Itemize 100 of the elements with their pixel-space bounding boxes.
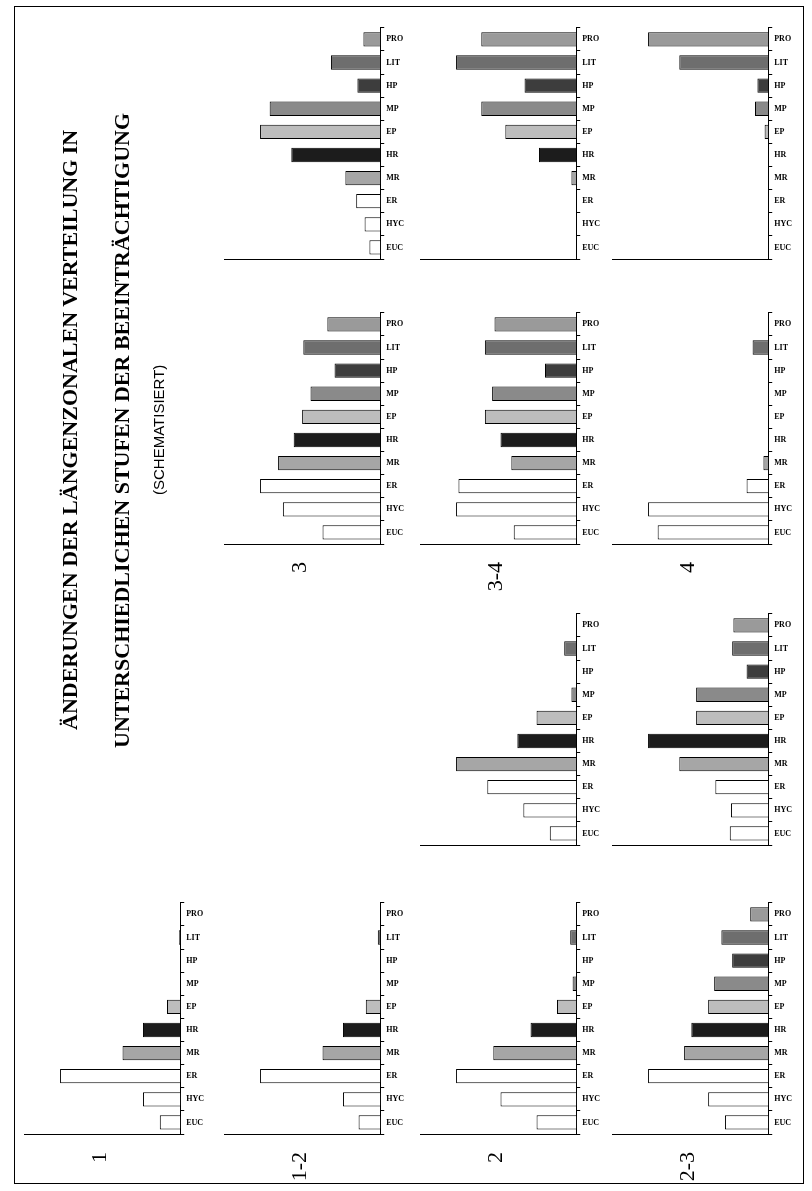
y-tick-label: HR: [186, 1025, 199, 1035]
y-tick-label: ER: [582, 196, 594, 206]
y-tick-label: EUC: [186, 1117, 204, 1127]
y-tick-label: EP: [582, 126, 593, 136]
y-tick-label: LIT: [386, 342, 401, 352]
y-tick-label: HYC: [582, 219, 601, 229]
y-tick-label: HYC: [582, 504, 601, 514]
y-tick-label: EP: [774, 1001, 785, 1011]
y-tick-label: ER: [582, 1071, 594, 1081]
y-tick-label: HP: [386, 365, 398, 375]
y-tick-label: LIT: [774, 932, 789, 942]
y-tick-label: EP: [774, 126, 785, 136]
y-tick-label: HR: [386, 435, 399, 445]
y-tick-label: EP: [386, 126, 397, 136]
y-tick-label: ER: [582, 481, 594, 491]
y-tick-label: MR: [386, 1048, 400, 1058]
y-tick-label: ER: [186, 1071, 198, 1081]
y-tick-label: MR: [582, 1048, 596, 1058]
chart-title: ÄNDERUNGEN DER LÄNGENZONALEN VERTEILUNG IN UNTERSCHIEDLICHEN STUFEN DER BEEINTRÄCHTIGUNG: [57, 112, 134, 748]
y-tick-label: LIT: [582, 57, 597, 67]
text: 2: [482, 1152, 508, 1163]
text: 1-2: [286, 1152, 312, 1182]
y-tick-label: LIT: [774, 643, 789, 653]
y-tick-label: HYC: [582, 805, 601, 815]
y-tick-label: HP: [774, 666, 786, 676]
y-tick-label: MP: [774, 388, 787, 398]
y-tick-label: EUC: [386, 1117, 404, 1127]
y-tick-label: MR: [582, 458, 596, 468]
y-tick-label: HYC: [774, 1094, 793, 1104]
y-tick-label: MP: [774, 103, 787, 113]
y-tick-label: ER: [386, 196, 398, 206]
y-tick-label: HR: [582, 435, 595, 445]
y-tick-label: MR: [774, 1048, 788, 1058]
y-tick-label: MP: [582, 689, 595, 699]
y-tick-label: PRO: [386, 34, 404, 44]
y-tick-label: EUC: [386, 527, 404, 537]
y-tick-label: MR: [186, 1048, 200, 1058]
y-tick-label: EP: [386, 1001, 397, 1011]
y-tick-label: MP: [582, 978, 595, 988]
y-tick-label: MP: [774, 689, 787, 699]
y-tick-label: HP: [582, 365, 594, 375]
text: 1: [86, 1152, 112, 1163]
y-tick-label: HP: [186, 955, 198, 965]
y-tick-label: HR: [774, 435, 787, 445]
y-tick-label: HR: [774, 150, 787, 160]
y-tick-label: MP: [386, 388, 399, 398]
y-tick-label: LIT: [186, 932, 201, 942]
y-tick-label: HR: [582, 150, 595, 160]
y-tick-label: HYC: [386, 219, 405, 229]
y-tick-label: PRO: [774, 34, 792, 44]
y-tick-label: EP: [582, 1001, 593, 1011]
y-tick-label: HR: [774, 736, 787, 746]
text: 3-4: [482, 562, 508, 592]
y-tick-label: EUC: [582, 242, 600, 252]
y-tick-label: MR: [582, 759, 596, 769]
y-tick-label: MR: [774, 458, 788, 468]
y-tick-label: HR: [774, 1025, 787, 1035]
y-tick-label: HP: [386, 80, 398, 90]
y-tick-label: LIT: [386, 57, 401, 67]
y-tick-label: HYC: [386, 1094, 405, 1104]
y-tick-label: HR: [386, 1025, 399, 1035]
y-tick-label: PRO: [774, 319, 792, 329]
y-tick-label: LIT: [774, 342, 789, 352]
y-tick-label: EP: [186, 1001, 197, 1011]
y-tick-label: MR: [386, 458, 400, 468]
y-tick-label: ER: [774, 481, 786, 491]
y-tick-label: MP: [386, 103, 399, 113]
y-tick-label: HR: [582, 1025, 595, 1035]
y-tick-label: PRO: [386, 909, 404, 919]
y-tick-label: ER: [774, 1071, 786, 1081]
y-tick-label: EUC: [386, 242, 404, 252]
y-tick-label: HP: [774, 365, 786, 375]
y-tick-label: LIT: [386, 932, 401, 942]
y-tick-label: LIT: [774, 57, 789, 67]
text: 3: [286, 562, 312, 573]
y-tick-label: PRO: [186, 909, 204, 919]
y-tick-label: MR: [386, 173, 400, 183]
y-tick-label: MP: [186, 978, 199, 988]
y-tick-label: MR: [582, 173, 596, 183]
y-tick-label: HP: [582, 666, 594, 676]
y-tick-label: EP: [386, 411, 397, 421]
y-tick-label: PRO: [774, 620, 792, 630]
y-tick-label: ER: [774, 782, 786, 792]
y-tick-label: HP: [582, 80, 594, 90]
y-tick-label: ER: [386, 481, 398, 491]
y-tick-label: MR: [774, 173, 788, 183]
y-tick-label: HYC: [774, 805, 793, 815]
text: 4: [674, 562, 700, 573]
y-tick-label: EUC: [582, 1117, 600, 1127]
y-tick-label: LIT: [582, 643, 597, 653]
y-tick-label: EUC: [774, 828, 792, 838]
y-tick-label: HP: [386, 955, 398, 965]
y-tick-label: MR: [774, 759, 788, 769]
y-tick-label: LIT: [582, 932, 597, 942]
y-tick-label: HYC: [582, 1094, 601, 1104]
y-tick-label: EUC: [582, 527, 600, 537]
text: (SCHEMATISIERT): [149, 364, 168, 496]
y-tick-label: MP: [582, 103, 595, 113]
y-tick-label: HP: [774, 80, 786, 90]
y-tick-label: PRO: [774, 909, 792, 919]
